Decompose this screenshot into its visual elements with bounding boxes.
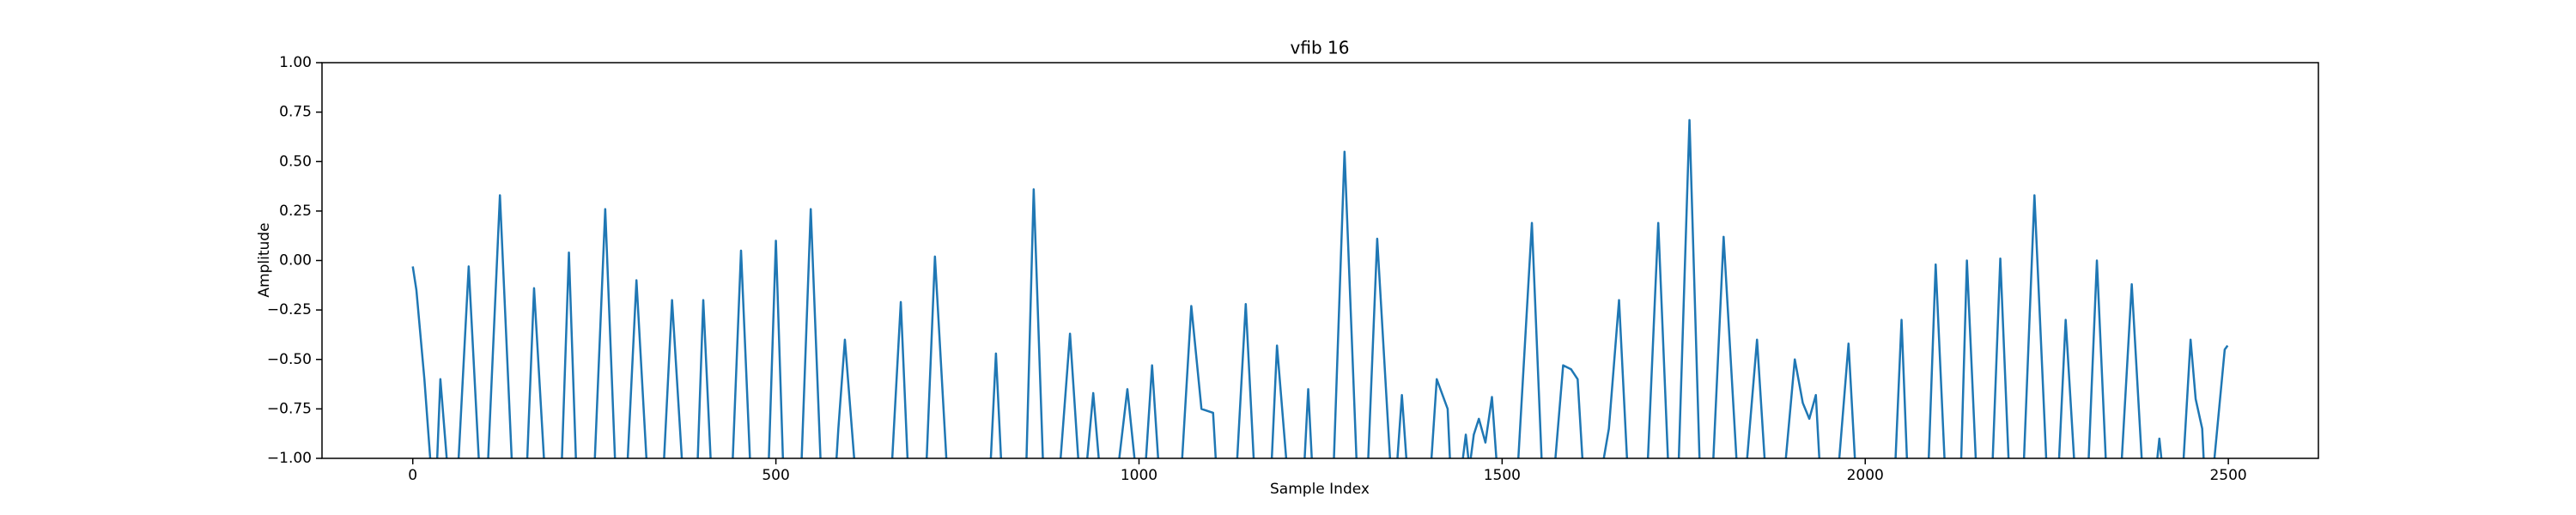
y-tick-label: −0.25 [267, 301, 312, 318]
x-axis-label: Sample Index [1270, 481, 1370, 498]
x-tick-label: 1500 [1484, 467, 1521, 484]
x-tick-label: 2500 [2209, 467, 2246, 484]
y-tick-label: −0.50 [267, 351, 312, 368]
y-tick-label: −0.75 [267, 400, 312, 417]
x-tick-label: 2000 [1847, 467, 1884, 484]
y-tick-label: 0.75 [279, 104, 312, 121]
plot-frame [321, 62, 2319, 459]
y-tick-label: 0.00 [279, 252, 312, 270]
y-tick-label: 0.25 [279, 203, 312, 220]
y-tick-label: 1.00 [279, 54, 312, 71]
x-tick-label: 500 [762, 467, 789, 484]
y-tick-label: −1.00 [267, 450, 312, 467]
y-axis-label: Amplitude [256, 222, 273, 297]
x-tick-label: 0 [408, 467, 417, 484]
data-line [411, 118, 2229, 458]
x-tick-label: 1000 [1121, 467, 1157, 484]
y-tick-label: 0.50 [279, 153, 312, 170]
chart-title: vfib 16 [1291, 38, 1350, 58]
